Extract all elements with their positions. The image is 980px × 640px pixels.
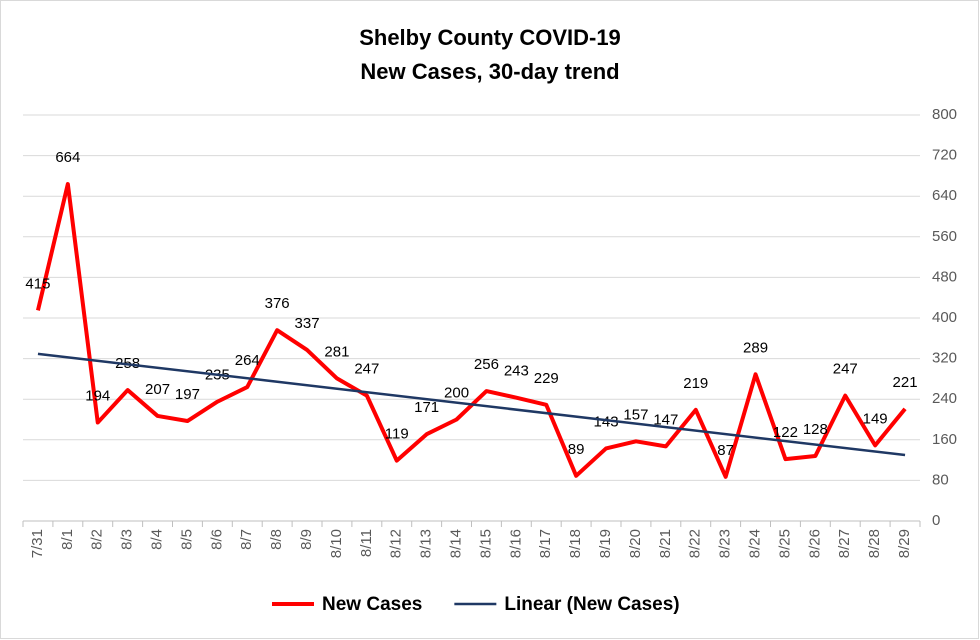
x-tick-label: 8/9	[298, 529, 315, 550]
x-tick-label: 8/10	[328, 529, 345, 558]
data-label: 128	[803, 421, 828, 438]
y-tick-label: 560	[932, 228, 957, 245]
x-tick-label: 8/23	[717, 529, 734, 558]
data-label: 147	[653, 411, 678, 428]
data-label: 119	[385, 426, 409, 443]
x-tick-label: 8/11	[358, 529, 375, 557]
y-tick-label: 320	[932, 350, 957, 367]
x-tick-label: 8/2	[89, 529, 106, 550]
y-tick-label: 720	[932, 147, 957, 164]
data-label: 200	[444, 385, 469, 402]
x-tick-label: 8/17	[537, 529, 554, 558]
y-tick-label: 400	[932, 309, 957, 326]
data-label: 87	[717, 442, 734, 459]
x-tick-label: 8/12	[388, 529, 405, 558]
x-tick-label: 8/24	[747, 529, 764, 558]
x-tick-label: 8/1	[59, 529, 76, 550]
x-tick-label: 8/18	[567, 529, 584, 558]
x-tick-label: 8/16	[507, 529, 524, 558]
data-label: 89	[568, 441, 585, 458]
x-tick-label: 8/15	[477, 529, 494, 558]
x-tick-label: 8/6	[208, 529, 225, 550]
legend-label: New Cases	[322, 594, 422, 615]
trend-line	[37, 352, 906, 457]
data-label: 337	[295, 315, 320, 332]
x-tick-label: 8/14	[448, 529, 465, 558]
x-tick-label: 8/20	[627, 529, 644, 558]
data-label: 256	[474, 356, 499, 373]
x-tick-label: 8/27	[836, 529, 853, 558]
data-label: 219	[683, 375, 708, 392]
data-label: 289	[743, 339, 768, 356]
x-tick-label: 7/31	[29, 529, 46, 558]
data-label: 247	[833, 361, 858, 378]
data-label: 157	[623, 406, 648, 423]
chart-title: Shelby County COVID-19	[359, 25, 621, 50]
x-tick-label: 8/26	[806, 529, 823, 558]
y-tick-label: 240	[932, 390, 957, 407]
data-label: 171	[414, 399, 439, 416]
data-label: 229	[534, 370, 559, 387]
data-label: 247	[354, 361, 379, 378]
x-tick-label: 8/8	[268, 529, 285, 550]
x-tick-label: 8/21	[657, 529, 674, 558]
data-label: 122	[773, 424, 798, 441]
data-label: 149	[863, 410, 888, 427]
x-tick-label: 8/3	[119, 529, 136, 550]
x-tick-label: 8/4	[149, 529, 166, 550]
y-tick-label: 0	[932, 512, 940, 529]
x-tick-label: 8/13	[418, 529, 435, 558]
data-label: 376	[265, 295, 290, 312]
y-tick-label: 160	[932, 431, 957, 448]
x-tick-label: 8/29	[896, 529, 913, 558]
legend-label: Linear (New Cases)	[504, 594, 679, 615]
data-label: 143	[594, 413, 619, 430]
data-label: 415	[25, 275, 50, 292]
data-label: 194	[85, 388, 110, 405]
y-tick-label: 800	[932, 106, 957, 123]
data-label: 243	[504, 363, 529, 380]
x-tick-label: 8/5	[178, 529, 195, 550]
x-tick-label: 8/22	[687, 529, 704, 558]
data-label: 197	[175, 386, 200, 403]
data-label: 207	[145, 381, 170, 398]
x-tick-label: 8/7	[238, 529, 255, 550]
data-label: 221	[893, 374, 918, 391]
y-tick-label: 80	[932, 471, 949, 488]
data-label: 264	[235, 352, 260, 369]
y-tick-label: 480	[932, 268, 957, 285]
x-tick-label: 8/28	[866, 529, 883, 558]
data-label: 281	[324, 343, 349, 360]
x-tick-label: 8/19	[597, 529, 614, 558]
y-tick-label: 640	[932, 187, 957, 204]
x-tick-label: 8/25	[776, 529, 793, 558]
data-label: 664	[55, 149, 80, 166]
chart-title: New Cases, 30-day trend	[360, 59, 619, 84]
